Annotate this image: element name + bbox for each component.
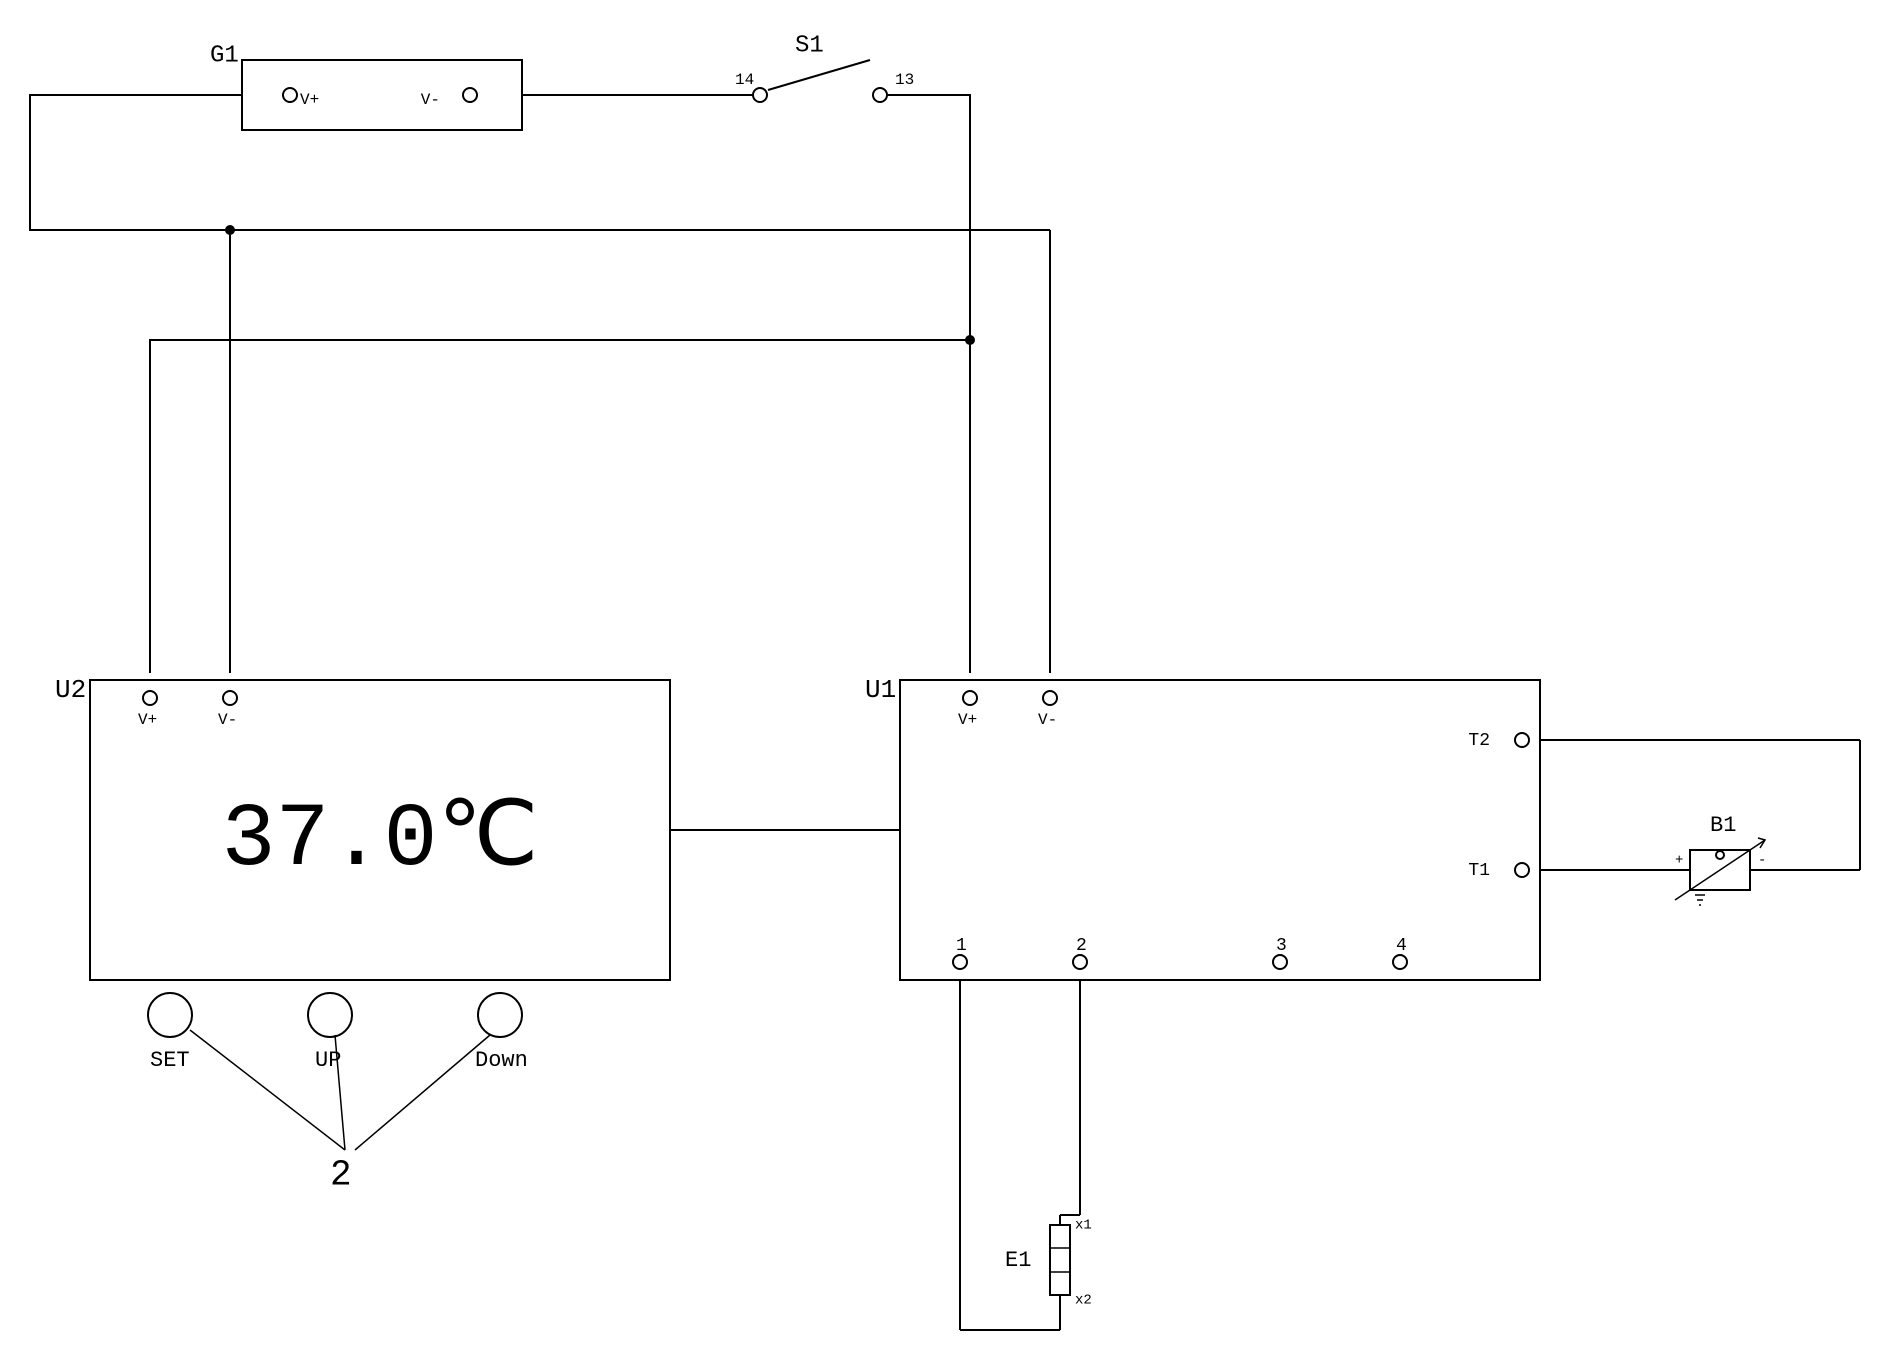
u2-up-button[interactable] [308, 993, 352, 1037]
wire-g1-vplus-bus [30, 95, 1050, 230]
s1-left-terminal [753, 88, 767, 102]
u1-pin4 [1393, 955, 1407, 969]
u2-vplus-label: V+ [138, 711, 157, 729]
u2-down-button[interactable] [478, 993, 522, 1037]
u1-box [900, 680, 1540, 980]
u1-pin2 [1073, 955, 1087, 969]
s1-lever [768, 60, 870, 90]
e1-body [1050, 1225, 1070, 1295]
wire-s1-bus [887, 95, 970, 340]
u1-t2-label: T2 [1468, 731, 1490, 751]
callout-2: 2 [330, 1155, 352, 1196]
g1-vminus-terminal [463, 88, 477, 102]
u2-vminus-label: V- [218, 711, 237, 729]
callout-leader-3 [355, 1035, 490, 1150]
e1-label: E1 [1005, 1248, 1031, 1273]
wire-minus-u2-vplus [150, 340, 970, 673]
s1-pin-13: 13 [895, 71, 914, 89]
g1-vplus-terminal [283, 88, 297, 102]
u2-label: U2 [55, 675, 86, 705]
s1-label: S1 [795, 32, 824, 59]
u2-vplus-terminal [143, 691, 157, 705]
u2-set-label: SET [150, 1048, 190, 1073]
u2-vminus-terminal [223, 691, 237, 705]
u1-pin4-label: 4 [1396, 936, 1407, 956]
u1-label: U1 [865, 675, 896, 705]
u2-down-label: Down [475, 1048, 528, 1073]
u1-pin1-label: 1 [956, 936, 967, 956]
u1-pin1 [953, 955, 967, 969]
u1-t2-terminal [1515, 733, 1529, 747]
u1-vminus-label: V- [1038, 711, 1057, 729]
u2-display: 37.0℃ [221, 790, 538, 892]
g1-label: G1 [210, 42, 239, 69]
e1-x1: x1 [1075, 1218, 1092, 1234]
u1-vplus-terminal [963, 691, 977, 705]
g1-vplus-label: V+ [300, 91, 319, 109]
u1-vplus-label: V+ [958, 711, 977, 729]
u1-t1-terminal [1515, 863, 1529, 877]
u1-pin3 [1273, 955, 1287, 969]
b1-minus: - [1758, 853, 1766, 869]
e1-x2: x2 [1075, 1293, 1092, 1309]
b1-label: B1 [1710, 813, 1736, 838]
s1-right-terminal [873, 88, 887, 102]
s1-pin-14: 14 [735, 71, 754, 89]
g1-vminus-label: V- [421, 91, 440, 109]
u1-t1-label: T1 [1468, 861, 1490, 881]
b1-plus: + [1675, 853, 1683, 869]
u1-pin3-label: 3 [1276, 936, 1287, 956]
b1-symbol [1675, 838, 1765, 905]
u2-set-button[interactable] [148, 993, 192, 1037]
u1-pin2-label: 2 [1076, 936, 1087, 956]
u1-vminus-terminal [1043, 691, 1057, 705]
